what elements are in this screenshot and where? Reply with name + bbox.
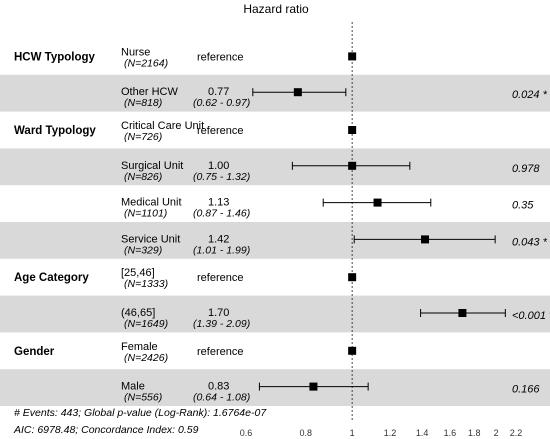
x-tick-label: 2	[494, 428, 499, 438]
hazard-ratio: 1.13	[208, 197, 229, 209]
reference-label: reference	[197, 272, 243, 284]
x-axis-ticks: 0.6 0.8 1 1.2 1.4 1.6 1.8 2 2.2	[240, 428, 523, 438]
level-label: Other HCW	[121, 86, 178, 98]
x-tick-label: 0.8	[300, 428, 313, 438]
variable-label: Gender	[14, 346, 55, 358]
level-label: Male	[121, 381, 145, 393]
p-value: 0.978	[512, 163, 540, 175]
variable-label: Age Category	[14, 272, 89, 284]
x-tick-label: 1.8	[468, 428, 481, 438]
p-value: 0.024 *	[512, 89, 548, 101]
x-tick-label: 1.4	[416, 428, 429, 438]
x-tick-label: 0.6	[240, 428, 253, 438]
confidence-interval: (0.75 - 1.32)	[193, 171, 250, 183]
level-n: (N=1649)	[124, 318, 168, 330]
row-band	[0, 295, 550, 333]
estimate-point	[373, 198, 382, 207]
estimate-point	[421, 235, 430, 244]
level-n: (N=1333)	[124, 278, 168, 290]
variable-label: HCW Typology	[14, 51, 96, 63]
x-tick-label: 1	[350, 428, 355, 438]
estimate-point	[293, 88, 302, 97]
x-tick-label: 1.2	[384, 428, 397, 438]
p-value: 0.043 *	[512, 236, 548, 248]
row-band	[0, 74, 550, 112]
level-n: (N=2426)	[124, 352, 168, 364]
row-bands	[0, 74, 550, 406]
confidence-interval: (1.01 - 1.99)	[193, 244, 250, 256]
level-n: (N=556)	[124, 392, 162, 404]
reference-point	[348, 126, 357, 134]
reference-point	[348, 52, 357, 61]
chart-title: Hazard ratio	[243, 2, 309, 16]
footer-aic: AIC: 6978.48; Concordance Index: 0.59	[13, 424, 199, 436]
level-label: Medical Unit	[121, 197, 182, 209]
p-value: <0.001 ***	[512, 310, 550, 322]
estimate-point	[348, 161, 357, 170]
level-label: Service Unit	[121, 233, 180, 245]
reference-point	[348, 273, 357, 282]
level-n: (N=818)	[124, 97, 162, 109]
level-label: Critical Care Unit	[121, 120, 204, 132]
reference-label: reference	[197, 346, 243, 358]
level-n: (N=726)	[124, 131, 162, 143]
hazard-ratio: 0.77	[208, 86, 229, 98]
hazard-ratio: 1.70	[208, 307, 229, 319]
level-label: (46,65]	[121, 307, 155, 319]
x-tick-label: 1.6	[444, 428, 457, 438]
level-n: (N=2164)	[124, 57, 168, 69]
level-n: (N=329)	[124, 244, 162, 256]
confidence-interval: (0.87 - 1.46)	[193, 208, 250, 220]
footer-events: # Events: 443; Global p-value (Log-Rank)…	[14, 407, 267, 419]
hazard-ratio: 1.42	[208, 233, 229, 245]
estimate-point	[309, 382, 318, 391]
reference-label: reference	[197, 51, 243, 63]
confidence-interval: (1.39 - 2.09)	[193, 318, 250, 330]
reference-point	[348, 346, 357, 355]
level-label: [25,46]	[121, 267, 155, 279]
estimate-marks	[252, 52, 506, 391]
row-band	[0, 369, 550, 406]
reference-label: reference	[197, 125, 243, 137]
level-n: (N=1101)	[124, 208, 167, 220]
table-rows: HCW Typology Nurse(N=2164) reference Other …	[14, 46, 550, 403]
estimate-point	[458, 309, 467, 317]
level-label: Female	[121, 341, 158, 353]
x-tick-label: 2.2	[510, 428, 523, 438]
row-band	[0, 222, 550, 259]
level-n: (N=826)	[124, 171, 162, 183]
confidence-interval: (0.64 - 1.08)	[193, 392, 250, 404]
hazard-ratio: 1.00	[208, 160, 229, 172]
confidence-interval: (0.62 - 0.97)	[193, 97, 250, 109]
hazard-ratio: 0.83	[208, 381, 229, 393]
row-band	[0, 148, 550, 186]
p-value: 0.35	[512, 200, 534, 212]
p-value: 0.166	[512, 384, 540, 396]
variable-label: Ward Typology	[14, 125, 96, 137]
level-label: Surgical Unit	[121, 160, 183, 172]
level-label: Nurse	[121, 46, 150, 58]
